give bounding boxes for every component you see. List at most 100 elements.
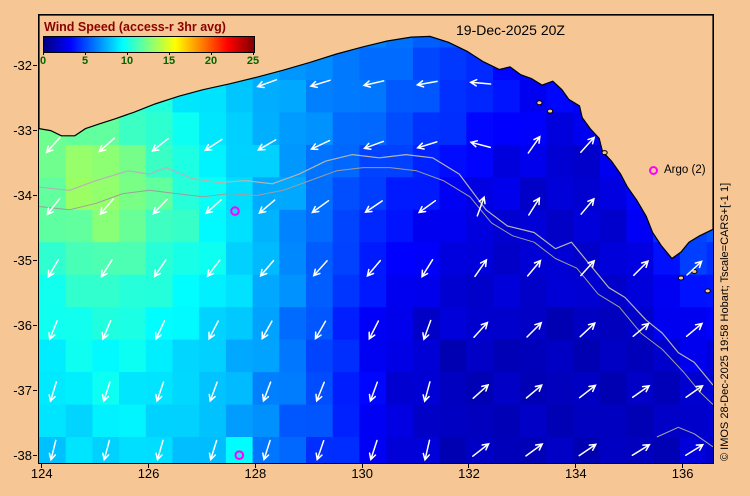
wind-speed-cell	[412, 274, 441, 308]
wind-speed-cell	[466, 372, 494, 406]
wind-speed-cell	[279, 177, 307, 211]
wind-arrow	[208, 381, 218, 403]
wind-speed-cell	[65, 307, 94, 341]
wind-speed-cell	[546, 242, 574, 276]
wind-speed-cell	[359, 177, 387, 211]
wind-arrow	[415, 80, 438, 88]
colorbar-tick-label: 0	[39, 55, 47, 67]
wind-speed-cell	[439, 79, 467, 114]
wind-arrow	[261, 320, 273, 340]
wind-arrow	[151, 137, 169, 152]
wind-speed-cell	[359, 209, 387, 243]
wind-speed-cell	[599, 274, 628, 308]
colorbar-tick-mark	[169, 52, 170, 55]
contour-lines	[39, 154, 713, 448]
argo-legend: Argo (2)	[649, 164, 706, 176]
wind-arrow	[580, 136, 596, 154]
x-axis-tick-mark	[148, 464, 150, 468]
wind-arrow	[422, 319, 432, 341]
island	[704, 288, 711, 294]
wind-speed-cell	[119, 242, 147, 276]
wind-arrow	[48, 381, 58, 403]
wind-speed-cell	[439, 307, 467, 341]
x-axis-tick-label: 126	[137, 466, 160, 481]
wind-speed-cell	[199, 144, 227, 179]
wind-arrow	[259, 259, 275, 278]
wind-speed-cell	[386, 437, 414, 463]
wind-arrow	[262, 439, 271, 462]
wind-arrow	[476, 195, 486, 217]
wind-arrow	[368, 320, 380, 341]
wind-speed-cell	[359, 144, 387, 179]
wind-speed-cell	[439, 209, 467, 243]
wind-speed-cell	[599, 177, 628, 211]
wind-speed-cell	[252, 209, 280, 243]
wind-speed-cell	[519, 144, 548, 179]
wind-speed-cell	[145, 112, 174, 146]
wind-speed-cell	[172, 242, 200, 276]
wind-speed-cell	[653, 437, 681, 463]
wind-arrow	[257, 139, 277, 151]
wind-arrow	[685, 443, 705, 457]
wind-speed-cell	[65, 242, 94, 276]
wind-speed-cell	[119, 307, 147, 341]
wind-speed-cell	[573, 372, 601, 406]
wind-speed-cell	[199, 339, 227, 373]
wind-speed-cell	[493, 274, 521, 308]
wind-speed-cell	[279, 79, 307, 114]
wind-arrow	[314, 320, 327, 340]
wind-speed-cell	[119, 209, 147, 243]
wind-speed-cell	[199, 274, 227, 308]
credit-vertical-label: © IMOS 28-Dec-2025 19:58 Hobart; Tscale=…	[719, 182, 731, 461]
wind-speed-cell	[519, 242, 548, 276]
wind-arrow	[309, 79, 331, 89]
wind-arrow	[527, 135, 541, 154]
wind-arrow	[203, 138, 223, 152]
wind-speed-cell	[573, 209, 601, 243]
wind-speed-cell	[92, 274, 120, 308]
datestamp-label: 19-Dec-2025 20Z	[456, 22, 565, 38]
wind-speed-cell	[493, 144, 521, 179]
wind-speed-cell	[279, 339, 307, 373]
wind-speed-cell	[252, 339, 280, 373]
wind-speed-cell	[493, 242, 521, 276]
x-axis-tick-mark	[575, 464, 577, 468]
wind-speed-cell	[546, 144, 574, 179]
wind-speed-cell	[65, 339, 94, 373]
wind-speed-cell	[306, 372, 334, 406]
wind-speed-cell	[92, 307, 120, 341]
wind-arrow	[208, 320, 219, 341]
wind-speed-cell	[279, 372, 307, 406]
landmass	[39, 15, 713, 260]
y-axis-tick-mark	[33, 65, 37, 67]
wind-speed-cell	[386, 242, 414, 276]
wind-arrow	[685, 384, 704, 399]
wind-speed-cell	[119, 437, 147, 463]
colorbar-tick-mark	[85, 52, 86, 55]
wind-speed-cell	[306, 274, 334, 308]
wind-speed-cell	[306, 209, 334, 243]
wind-speed-cell	[306, 177, 334, 211]
y-axis-tick-label: -36	[13, 317, 32, 333]
wind-speed-cell	[439, 242, 467, 276]
wind-arrow	[474, 258, 488, 278]
wind-speed-cell	[359, 339, 387, 373]
wind-speed-cell	[252, 372, 280, 406]
wind-arrow	[473, 321, 489, 339]
wind-speed-cell	[439, 339, 467, 373]
wind-speed-cell	[412, 372, 441, 406]
wind-speed-cell	[199, 307, 227, 341]
wind-speed-cell	[306, 307, 334, 341]
wind-arrow	[422, 439, 431, 462]
colorbar-tick-mark	[211, 52, 212, 55]
wind-speed-cell	[65, 404, 94, 438]
wind-speed-cell	[279, 209, 307, 243]
wind-arrow	[311, 199, 330, 214]
wind-speed-cell	[493, 372, 521, 406]
wind-speed-cell	[466, 274, 494, 308]
x-axis-tick-mark	[41, 464, 43, 468]
wind-speed-cell	[145, 339, 174, 373]
wind-arrow	[469, 78, 492, 87]
wind-speed-cell	[546, 274, 574, 308]
